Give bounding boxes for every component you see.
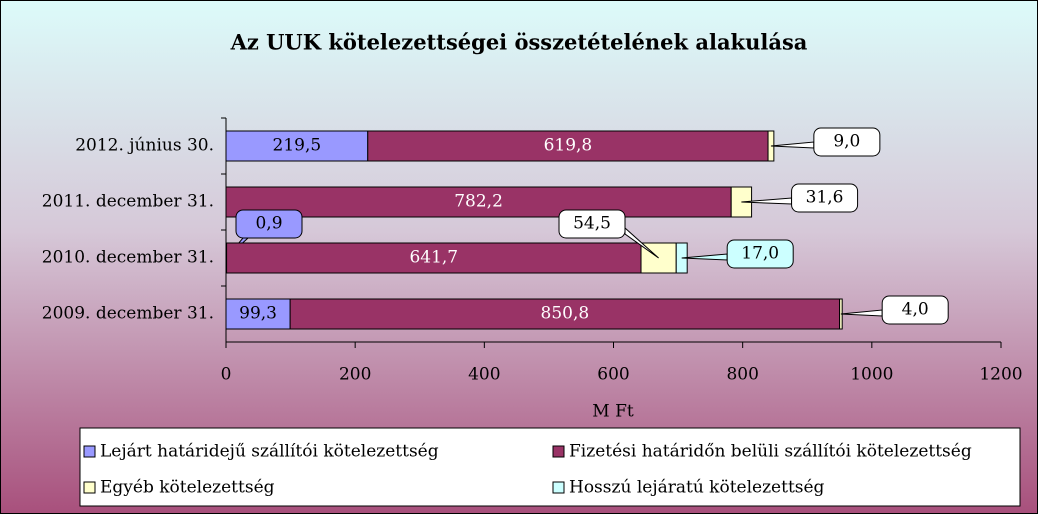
x-tick-label: 1000	[850, 365, 893, 385]
data-label: 54,5	[573, 214, 611, 234]
data-label: 31,6	[806, 188, 844, 208]
y-tick-label: 2012. június 30.	[75, 136, 214, 156]
data-label: 219,5	[273, 136, 322, 156]
x-axis-label: M Ft	[592, 402, 634, 422]
x-tick-label: 800	[726, 365, 758, 385]
data-label: 641,7	[409, 248, 458, 268]
x-tick-label: 0	[221, 365, 232, 385]
bar-segment	[367, 130, 769, 162]
callout-box	[881, 295, 949, 325]
x-tick-label: 400	[468, 365, 500, 385]
y-tick-label: 2010. december 31.	[42, 248, 214, 268]
bar-segment	[289, 298, 841, 330]
data-label: 9,0	[833, 132, 860, 152]
y-tick-label: 2009. december 31.	[42, 304, 214, 324]
chart-title: Az UUK kötelezettségei összetételének al…	[230, 30, 808, 55]
data-label: 0,9	[255, 214, 282, 234]
bar-segment	[225, 298, 291, 330]
bar-segment	[226, 242, 642, 274]
data-label: 99,3	[239, 304, 277, 324]
data-label: 850,8	[541, 304, 590, 324]
x-tick-label: 600	[597, 365, 629, 385]
legend-label: Hosszú lejáratú kötelezettség	[569, 478, 825, 498]
legend-label: Fizetési határidőn belüli szállítói köte…	[569, 442, 972, 462]
callout-box	[726, 239, 794, 269]
legend	[79, 427, 1021, 507]
legend-swatch	[552, 445, 565, 458]
bar-segment	[225, 186, 732, 218]
callout-box	[791, 183, 859, 213]
legend-swatch	[552, 481, 565, 494]
callout-box	[235, 209, 303, 239]
data-label: 4,0	[902, 300, 929, 320]
legend-label: Egyéb kötelezettség	[100, 478, 275, 498]
data-label: 619,8	[544, 136, 593, 156]
x-tick-label: 1200	[979, 365, 1022, 385]
y-tick-label: 2011. december 31.	[42, 192, 214, 212]
bar-segment	[225, 130, 369, 162]
x-tick-label: 200	[339, 365, 371, 385]
legend-swatch	[83, 481, 96, 494]
legend-swatch	[83, 445, 96, 458]
data-label: 782,2	[454, 192, 503, 212]
data-label: 17,0	[741, 244, 779, 264]
callout-box	[558, 209, 626, 239]
legend-label: Lejárt határidejű szállítói kötelezettsé…	[100, 442, 439, 462]
callout-box	[813, 127, 881, 157]
